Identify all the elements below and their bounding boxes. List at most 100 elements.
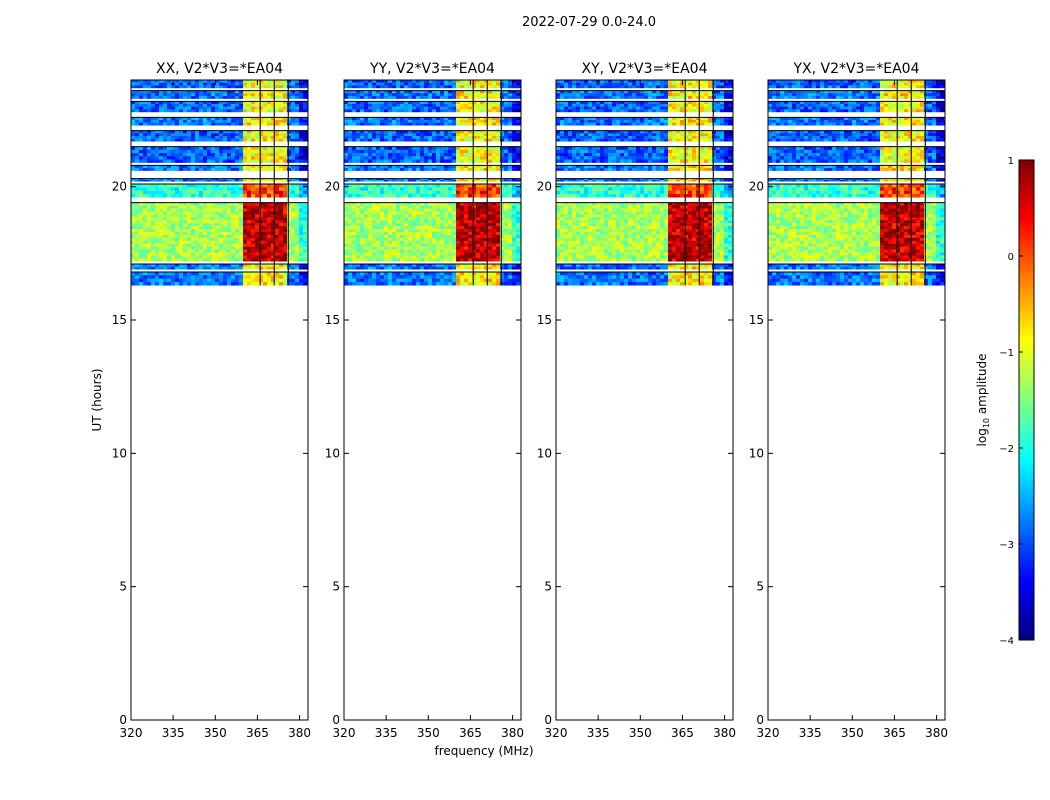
heatmap-cell <box>215 187 220 191</box>
heatmap-cell <box>143 178 148 181</box>
heatmap-cell <box>283 220 288 224</box>
heatmap-cell <box>203 275 208 279</box>
heatmap-cell <box>392 220 397 224</box>
heatmap-cell <box>480 109 485 113</box>
heatmap-cell <box>424 136 429 139</box>
heatmap-cell <box>247 275 252 279</box>
heatmap-cell <box>436 168 441 171</box>
heatmap-cell <box>163 226 168 230</box>
heatmap-cell <box>344 80 349 83</box>
heatmap-cell <box>215 246 220 250</box>
heatmap-cell <box>271 133 276 137</box>
heatmap-cell <box>203 234 208 239</box>
heatmap-cell <box>243 214 248 218</box>
heatmap-cell <box>139 153 144 157</box>
heatmap-cell <box>476 178 481 181</box>
heatmap-cell <box>227 85 232 89</box>
heatmap-cell <box>131 282 136 286</box>
heatmap-cell <box>464 278 469 283</box>
heatmap-cell <box>480 266 485 270</box>
heatmap-cell <box>247 243 252 247</box>
heatmap-cell <box>239 264 244 267</box>
heatmap-cell <box>424 190 429 195</box>
heatmap-cell <box>287 208 292 212</box>
heatmap-cell <box>464 232 469 236</box>
heatmap-cell <box>199 226 204 230</box>
heatmap-cell <box>275 168 280 171</box>
heatmap-cell <box>151 120 156 123</box>
heatmap-cell <box>163 180 168 182</box>
heatmap-cell <box>147 258 152 262</box>
heatmap-cell <box>420 229 425 233</box>
heatmap-cell <box>396 190 401 195</box>
heatmap-cell <box>416 101 421 105</box>
heatmap-cell <box>295 93 300 97</box>
heatmap-cell <box>131 101 136 105</box>
heatmap-cell <box>496 243 501 247</box>
heatmap-cell <box>396 211 401 215</box>
heatmap-cell <box>452 133 457 137</box>
heatmap-cell <box>195 106 200 110</box>
heatmap-cell <box>215 243 220 247</box>
heatmap-cell <box>504 106 509 110</box>
heatmap-cell <box>472 109 477 113</box>
heatmap-cell <box>368 264 373 267</box>
heatmap-cell <box>191 243 196 247</box>
heatmap-cell <box>368 266 373 270</box>
heatmap-cell <box>299 217 304 221</box>
heatmap-cell <box>247 80 252 83</box>
heatmap-cell <box>151 243 156 247</box>
heatmap-cell <box>496 104 501 107</box>
heatmap-cell <box>432 106 437 110</box>
heatmap-cell <box>175 278 180 283</box>
heatmap-cell <box>203 82 208 86</box>
heatmap-cell <box>211 249 216 253</box>
heatmap-cell <box>239 211 244 215</box>
heatmap-cell <box>191 187 196 191</box>
heatmap-cell <box>436 226 441 230</box>
heatmap-cell <box>263 190 268 195</box>
heatmap-cell <box>167 243 172 247</box>
heatmap-cell <box>171 220 176 224</box>
heatmap-cell <box>376 275 381 279</box>
heatmap-cell <box>384 282 389 286</box>
heatmap-cell <box>227 275 232 279</box>
heatmap-cell <box>203 220 208 224</box>
heatmap-cell <box>396 90 401 94</box>
heatmap-cell <box>283 237 288 241</box>
heatmap-cell <box>303 168 308 171</box>
heatmap-cell <box>516 120 521 123</box>
heatmap-cell <box>155 90 160 94</box>
heatmap-cell <box>211 190 216 195</box>
heatmap-cell <box>356 214 361 218</box>
heatmap-cell <box>143 90 148 94</box>
heatmap-cell <box>187 122 192 126</box>
heatmap-cell <box>283 159 288 163</box>
heatmap-cell <box>215 184 220 188</box>
heatmap-cell <box>279 106 284 110</box>
heatmap-cell <box>448 130 453 134</box>
heatmap-cell <box>356 165 361 169</box>
heatmap-cell <box>456 243 461 247</box>
heatmap-cell <box>432 226 437 230</box>
heatmap-cell <box>191 117 196 121</box>
heatmap-cell <box>364 194 369 198</box>
heatmap-cell <box>476 258 481 262</box>
heatmap-cell <box>283 278 288 283</box>
heatmap-cell <box>400 159 405 163</box>
heatmap-cell <box>372 240 377 244</box>
heatmap-cell <box>227 202 232 206</box>
heatmap-cell <box>203 266 208 270</box>
heatmap-cell <box>143 220 148 224</box>
heatmap-cell <box>516 159 521 163</box>
heatmap-cell <box>203 184 208 188</box>
heatmap-cell <box>480 252 485 256</box>
heatmap-cell <box>364 122 369 126</box>
heatmap-cell <box>131 266 136 270</box>
heatmap-cell <box>211 220 216 224</box>
heatmap-cell <box>380 229 385 233</box>
heatmap-cell <box>372 104 377 107</box>
heatmap-cell <box>287 109 292 113</box>
heatmap-cell <box>400 246 405 250</box>
heatmap-cell <box>139 165 144 169</box>
